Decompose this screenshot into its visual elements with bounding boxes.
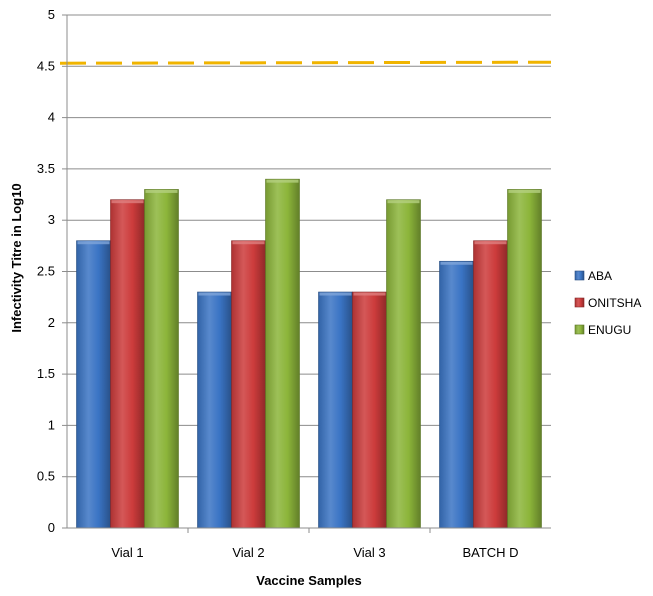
bar-highlight bbox=[266, 179, 299, 183]
y-tick-label: 1 bbox=[48, 417, 55, 432]
y-tick-label: 4.5 bbox=[37, 58, 55, 73]
bar-highlight bbox=[198, 292, 231, 296]
bar-highlight bbox=[232, 241, 265, 245]
legend-swatch-aba bbox=[574, 270, 585, 281]
bar-onitsha-2 bbox=[231, 240, 266, 529]
x-tick-label: Vial 2 bbox=[232, 545, 264, 560]
bar-onitsha-3 bbox=[352, 291, 387, 529]
legend-swatch-onitsha bbox=[574, 297, 585, 308]
x-tick-label: BATCH D bbox=[462, 545, 518, 560]
bar-highlight bbox=[353, 292, 386, 296]
legend: ABA ONITSHA ENUGU bbox=[574, 269, 641, 337]
legend-label-onitsha: ONITSHA bbox=[588, 296, 641, 310]
bar-enugu-1 bbox=[144, 189, 179, 529]
legend-swatch-enugu bbox=[574, 324, 585, 335]
y-tick-label: 2.5 bbox=[37, 264, 55, 279]
x-tick-label: Vial 1 bbox=[111, 545, 143, 560]
bar-onitsha-4 bbox=[473, 240, 508, 529]
bar-highlight bbox=[77, 241, 110, 245]
y-tick-labels: 0 0.5 1 1.5 2 2.5 3 3.5 4 4.5 5 bbox=[37, 7, 55, 535]
x-tick-label: Vial 3 bbox=[353, 545, 385, 560]
bar-highlight bbox=[111, 200, 144, 204]
legend-label-aba: ABA bbox=[588, 269, 612, 283]
bar-highlight bbox=[474, 241, 507, 245]
bar-aba-1 bbox=[76, 240, 111, 529]
x-axis-title: Vaccine Samples bbox=[256, 573, 362, 588]
bar-aba-2 bbox=[197, 291, 232, 529]
bar-highlight bbox=[508, 189, 541, 193]
bars bbox=[76, 178, 542, 529]
y-tick-label: 2 bbox=[48, 315, 55, 330]
bar-aba-4 bbox=[439, 260, 474, 529]
y-tick-label: 4 bbox=[48, 110, 55, 125]
y-tick-label: 5 bbox=[48, 7, 55, 22]
y-axis-title: Infectivity Titre in Log10 bbox=[9, 183, 24, 332]
bar-highlight bbox=[387, 200, 420, 204]
x-tick-labels: Vial 1 Vial 2 Vial 3 BATCH D bbox=[111, 528, 519, 560]
reference-line bbox=[59, 60, 552, 65]
legend-label-enugu: ENUGU bbox=[588, 323, 631, 337]
bar-highlight bbox=[319, 292, 352, 296]
reference-line-mark bbox=[59, 60, 552, 65]
bar-enugu-3 bbox=[386, 199, 421, 529]
bar-enugu-2 bbox=[265, 178, 300, 529]
bar-enugu-4 bbox=[507, 189, 542, 529]
y-tick-label: 1.5 bbox=[37, 366, 55, 381]
y-tick-label: 3 bbox=[48, 212, 55, 227]
y-tick-label: 3.5 bbox=[37, 161, 55, 176]
bar-highlight bbox=[440, 261, 473, 265]
bar-onitsha-1 bbox=[110, 199, 145, 529]
y-tick-label: 0 bbox=[48, 520, 55, 535]
bar-aba-3 bbox=[318, 291, 353, 529]
y-tick-label: 0.5 bbox=[37, 469, 55, 484]
bar-highlight bbox=[145, 189, 178, 193]
